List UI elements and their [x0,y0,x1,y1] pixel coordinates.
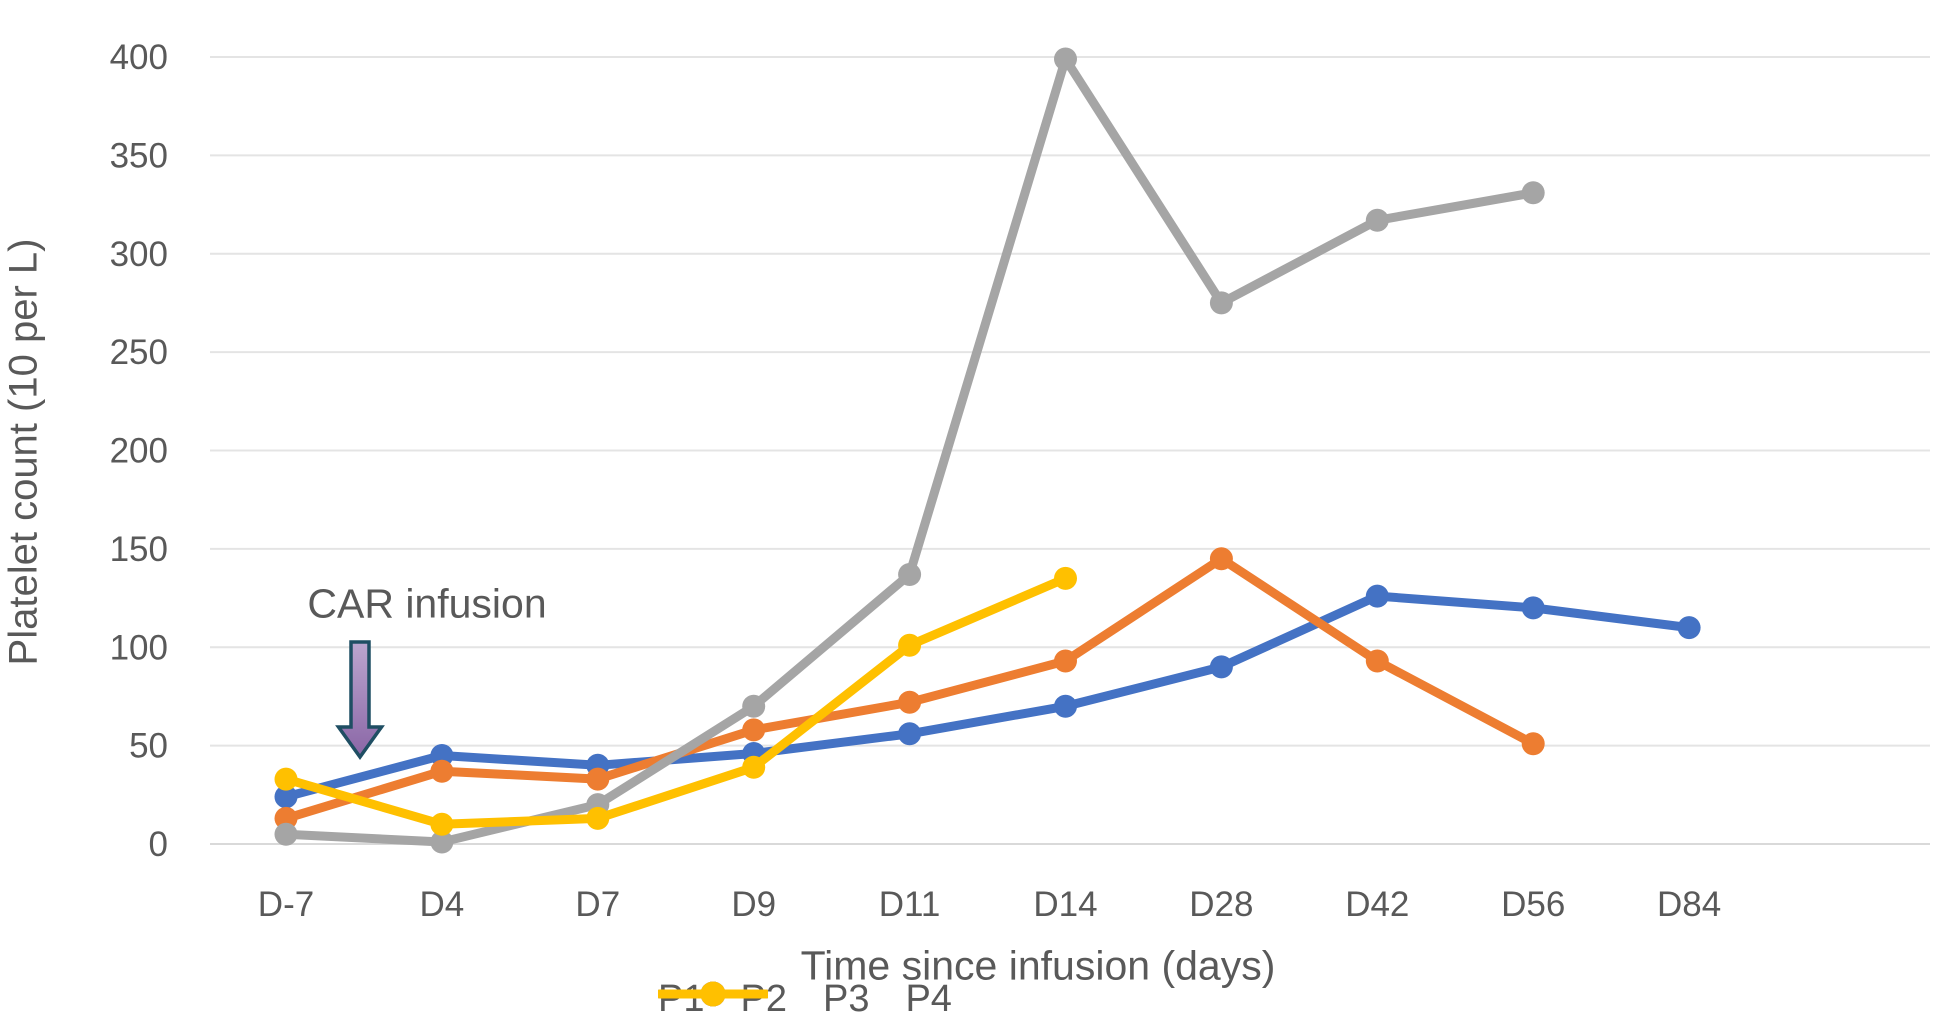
x-tick-label-D7: D7 [575,885,620,924]
legend-label-P3: P3 [822,978,870,1020]
series-marker-P4-D7 [586,806,610,830]
x-tick-label-D28: D28 [1189,885,1253,924]
legend-circle-P4 [700,981,726,1007]
series-marker-P4-D14 [1054,566,1077,590]
series-marker-P1-D14 [1054,694,1077,718]
legend: P1 P2 P3 P4 [658,980,952,1018]
series-marker-P2-D7 [586,767,610,791]
series-marker-P1-D56 [1521,596,1545,620]
x-axis-title: Time since infusion (days) [800,942,1276,989]
series-marker-P3-D56 [1521,181,1545,205]
series-marker-P2-D4 [430,759,454,783]
y-tick-label-50: 50 [129,727,168,766]
y-tick-label-300: 300 [110,235,168,274]
series-marker-P4-D-7 [274,767,298,791]
annotation-car-infusion: CAR infusion [307,580,547,627]
series-marker-P2-D9 [742,718,766,742]
legend-label-P2: P2 [740,978,787,1020]
x-tick-label-D4: D4 [420,885,465,924]
series-marker-P2-D42 [1365,649,1389,673]
y-tick-label-250: 250 [110,333,168,372]
legend-item-P4: P4 [658,978,952,1020]
y-tick-label-0: 0 [149,825,168,864]
series-marker-P1-D11 [898,722,922,746]
x-tick-label-D56: D56 [1501,885,1565,924]
series-marker-P3-D4 [430,830,454,854]
legend-item-P3: P3 [658,978,870,1020]
series-marker-P2-D11 [898,690,922,714]
legend-label-P4: P4 [905,978,952,1020]
series-marker-P3-D28 [1209,291,1233,315]
legend-label-P1: P1 [658,978,705,1020]
y-tick-label-350: 350 [110,136,168,175]
series-marker-P2-D28 [1209,547,1233,571]
series-marker-P2-D14 [1054,649,1077,673]
series-marker-P1-D42 [1365,584,1389,608]
series-marker-P3-D9 [742,694,766,718]
x-tick-label-D42: D42 [1345,885,1409,924]
series-marker-P3-D42 [1365,208,1389,232]
series-line-P4 [281,573,1070,829]
series-marker-P3-D11 [898,563,922,586]
x-tick-label-D84: D84 [1657,885,1721,924]
y-tick-label-200: 200 [110,432,168,471]
series-marker-P1-D-7 [274,785,298,809]
series-line-P1 [281,591,1694,802]
y-tick-label-100: 100 [110,628,168,667]
x-tick-label-D14: D14 [1033,885,1097,924]
series-marker-P4-D11 [898,633,922,657]
series-marker-P1-D28 [1209,655,1233,679]
series-marker-P2-D-7 [274,806,298,830]
series-marker-P3-D-7 [274,822,298,846]
y-tick-label-150: 150 [110,530,168,569]
x-tick-label-D9: D9 [731,885,776,924]
series-marker-P4-D9 [742,755,766,779]
car-infusion-arrow-icon [335,640,385,761]
series-marker-P1-D84 [1677,616,1701,640]
x-tick-label-D11: D11 [879,885,941,924]
x-tick-label-D-7: D-7 [258,885,314,924]
y-axis-title: Platelet count (10 per L) [1,238,46,666]
series-marker-P4-D4 [430,812,454,836]
series-marker-P3-D14 [1054,47,1077,71]
y-tick-label-400: 400 [110,38,168,77]
series-marker-P2-D56 [1521,732,1545,756]
legend-marker-P4 [658,981,768,1007]
